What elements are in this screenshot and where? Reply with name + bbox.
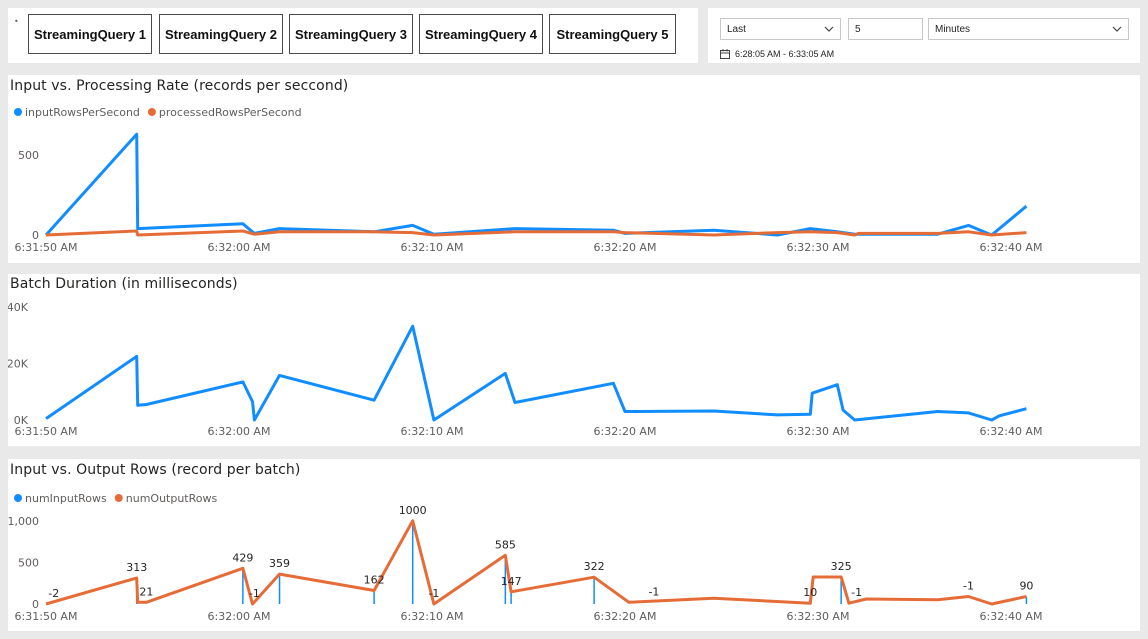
chart-title: Input vs. Processing Rate (records per s… [10, 78, 349, 94]
y-tick-label: 0K [14, 414, 29, 427]
data-label: -1 [963, 580, 974, 593]
data-label: 90 [1019, 580, 1033, 593]
x-tick-label: 6:32:30 AM [787, 425, 850, 438]
tab-streaming-query-1[interactable]: StreamingQuery 1 [28, 14, 152, 54]
x-tick-label: 6:32:00 AM [208, 610, 271, 623]
input-output-rows-chart: numInputRows numOutputRows 0 500 1,000 6:31:5… [8, 492, 1043, 623]
x-tick-label: 6:31:50 AM [15, 425, 78, 438]
data-label: 322 [584, 560, 605, 573]
tab-streaming-query-2[interactable]: StreamingQuery 2 [159, 14, 283, 54]
chart-title: Input vs. Output Rows (record per batch) [10, 462, 301, 478]
x-tick-label: 6:32:00 AM [208, 425, 271, 438]
legend-marker [14, 108, 22, 116]
data-label: -1 [428, 587, 439, 600]
data-label: 21 [139, 585, 153, 598]
period-amount-value: 5 [855, 23, 861, 35]
legend-label: numOutputRows [126, 492, 218, 505]
chart-title: Batch Duration (in milliseconds) [10, 276, 238, 292]
tab-streaming-query-5[interactable]: StreamingQuery 5 [549, 14, 676, 54]
batch-duration-chart-panel: Batch Duration (in milliseconds) 0K 20K 40… [8, 274, 1140, 446]
y-tick-label: 0 [32, 598, 39, 611]
processing-rate-chart-panel: Input vs. Processing Rate (records per s… [8, 75, 1140, 263]
y-tick-label: 500 [18, 556, 39, 569]
y-tick-label: 0 [32, 229, 39, 242]
date-range-text: 6:28:05 AM - 6:33:05 AM [735, 49, 835, 59]
data-label: -2 [48, 587, 59, 600]
query-tabs-panel: • StreamingQuery 1 StreamingQuery 2 Stre… [8, 8, 698, 63]
x-tick-label: 6:32:30 AM [787, 610, 850, 623]
calendar-icon [720, 49, 730, 59]
x-tick-label: 6:32:10 AM [401, 241, 464, 254]
series-line [45, 519, 1027, 606]
chevron-down-icon [1112, 26, 1122, 32]
x-tick-label: 6:32:20 AM [594, 241, 657, 254]
x-tick-label: 6:32:20 AM [594, 610, 657, 623]
legend-label: numInputRows [25, 492, 107, 505]
x-tick-label: 6:32:40 AM [980, 241, 1043, 254]
time-filter-panel: Last 5 Minutes 6:28:05 AM - 6:33:05 AM [708, 8, 1140, 63]
data-label: 162 [364, 574, 385, 587]
x-tick-label: 6:32:10 AM [401, 425, 464, 438]
data-label: 429 [232, 551, 253, 564]
y-tick-label: 40K [8, 301, 29, 314]
processing-rate-chart: inputRowsPerSecond processedRowsPerSecond… [14, 106, 1043, 254]
period-amount-input[interactable]: 5 [848, 18, 923, 40]
x-tick-label: 6:32:30 AM [787, 241, 850, 254]
tab-streaming-query-3[interactable]: StreamingQuery 3 [289, 14, 413, 54]
tab-streaming-query-4[interactable]: StreamingQuery 4 [419, 14, 543, 54]
chevron-down-icon [824, 26, 834, 32]
x-tick-label: 6:31:50 AM [15, 610, 78, 623]
data-label: -1 [249, 587, 260, 600]
y-tick-label: 1,000 [8, 515, 39, 528]
batch-duration-chart: 0K 20K 40K 6:31:50 AM 6:32:00 AM 6:32:10 AM 6:… [8, 301, 1043, 438]
x-tick-label: 6:32:40 AM [980, 425, 1043, 438]
data-label: 10 [803, 586, 817, 599]
x-tick-label: 6:32:20 AM [594, 425, 657, 438]
x-tick-label: 6:31:50 AM [15, 241, 78, 254]
period-unit-value: Minutes [935, 23, 971, 35]
period-unit-dropdown[interactable]: Minutes [928, 18, 1129, 40]
data-label: -1 [648, 585, 659, 598]
legend-label: processedRowsPerSecond [159, 106, 302, 119]
x-tick-label: 6:32:40 AM [980, 610, 1043, 623]
tab-bullet-icon: • [14, 17, 19, 26]
series-line [45, 229, 1027, 237]
legend-marker [114, 494, 123, 502]
x-tick-label: 6:32:10 AM [401, 610, 464, 623]
data-label: 1000 [399, 504, 427, 517]
data-label: 147 [501, 575, 522, 588]
x-tick-label: 6:32:00 AM [208, 241, 271, 254]
data-label: 585 [495, 538, 516, 551]
data-label: 325 [831, 560, 852, 573]
relative-period-dropdown[interactable]: Last [720, 18, 841, 40]
input-output-rows-chart-panel: Input vs. Output Rows (record per batch)… [8, 459, 1140, 631]
legend-label: inputRowsPerSecond [25, 106, 140, 119]
y-tick-label: 500 [18, 149, 39, 162]
series-line [44, 132, 1028, 237]
data-label: -1 [851, 586, 862, 599]
data-label: 359 [269, 557, 290, 570]
data-label: 313 [126, 561, 147, 574]
legend-marker [14, 494, 22, 502]
relative-period-value: Last [727, 23, 746, 35]
date-range-display: 6:28:05 AM - 6:33:05 AM [720, 49, 834, 59]
legend-marker [147, 108, 156, 116]
y-tick-label: 20K [8, 358, 29, 371]
series-line [45, 324, 1027, 422]
